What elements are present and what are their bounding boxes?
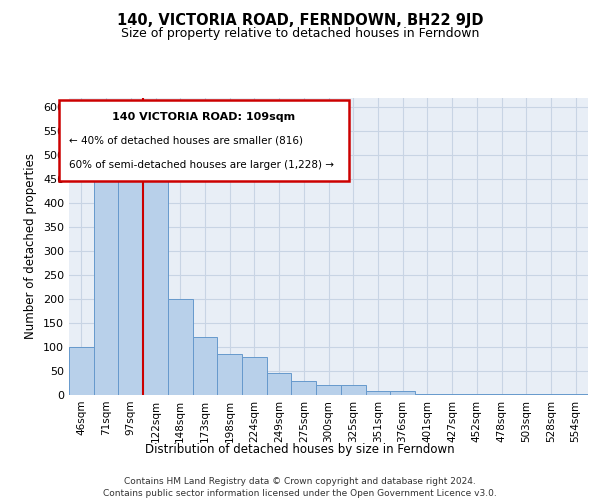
Text: Size of property relative to detached houses in Ferndown: Size of property relative to detached ho… (121, 28, 479, 40)
Bar (415, 394, 440, 395)
Text: 60% of semi-detached houses are larger (1,228) →: 60% of semi-detached houses are larger (… (69, 160, 334, 170)
Bar (94, 160, 118, 395)
Bar (341, 386, 365, 395)
FancyBboxPatch shape (59, 100, 349, 181)
Bar (316, 386, 341, 395)
Bar (168, 299, 193, 395)
Bar (539, 394, 563, 395)
Bar (563, 394, 588, 395)
Text: Contains public sector information licensed under the Open Government Licence v3: Contains public sector information licen… (103, 489, 497, 498)
Y-axis label: Number of detached properties: Number of detached properties (25, 153, 37, 340)
Bar (390, 391, 415, 395)
Bar (440, 394, 464, 395)
Text: Distribution of detached houses by size in Ferndown: Distribution of detached houses by size … (145, 442, 455, 456)
Bar (193, 338, 217, 395)
Text: 140, VICTORIA ROAD, FERNDOWN, BH22 9JD: 140, VICTORIA ROAD, FERNDOWN, BH22 9JD (117, 12, 483, 28)
Bar (464, 394, 489, 395)
Text: 140 VICTORIA ROAD: 109sqm: 140 VICTORIA ROAD: 109sqm (112, 112, 296, 122)
Text: Contains HM Land Registry data © Crown copyright and database right 2024.: Contains HM Land Registry data © Crown c… (124, 478, 476, 486)
Bar (242, 356, 267, 395)
Bar (365, 391, 390, 395)
Bar (217, 354, 242, 395)
Bar (118, 160, 143, 395)
Bar (143, 179, 168, 395)
Bar (69, 347, 94, 395)
Bar (267, 374, 292, 395)
Text: ← 40% of detached houses are smaller (816): ← 40% of detached houses are smaller (81… (69, 136, 303, 145)
Bar (292, 380, 316, 395)
Bar (514, 394, 539, 395)
Bar (489, 394, 514, 395)
